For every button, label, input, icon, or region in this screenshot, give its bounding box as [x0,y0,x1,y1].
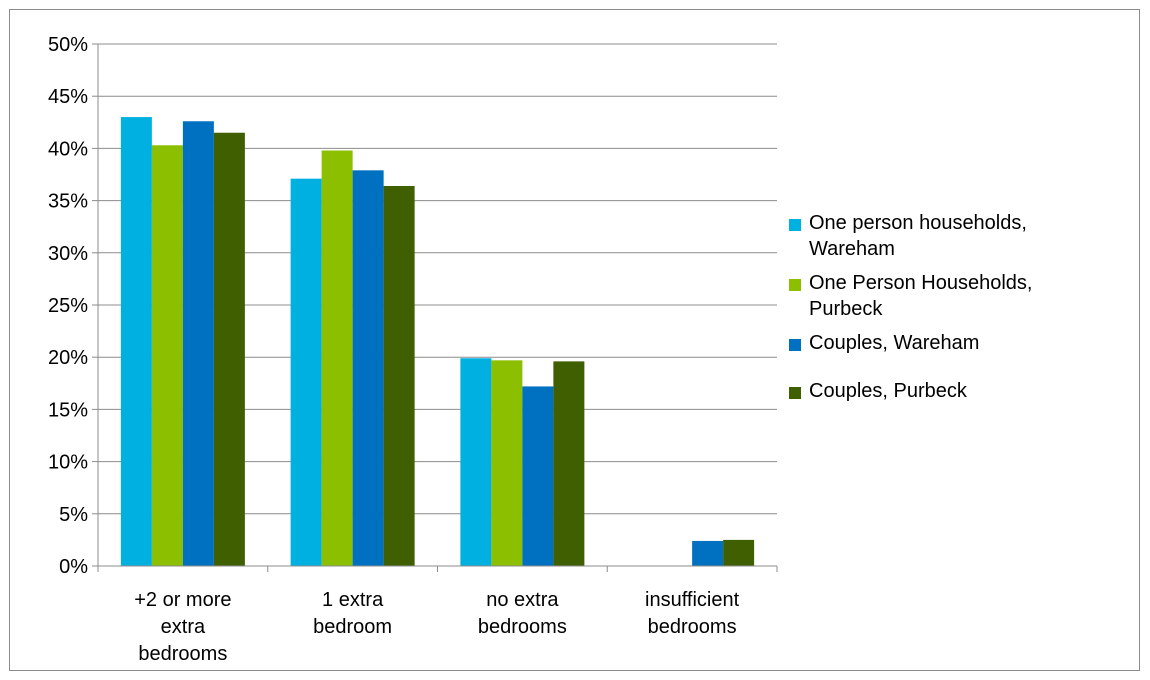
y-tick-label: 25% [48,295,88,317]
legend-swatch [789,219,801,231]
bar [352,170,384,566]
x-tick-label: insufficient bedrooms [645,589,740,638]
y-tick-label: 30% [48,243,88,265]
bar [460,358,492,566]
bar [522,386,554,566]
legend-label: Couples, Wareham [809,332,980,354]
legend-item: Couples, Wareham [785,330,979,356]
x-tick-label: 1 extra bedroom [313,589,392,638]
legend-item: One person households, Wareham [785,210,1027,262]
legend-item: Couples, Purbeck [785,378,967,404]
legend-label: Wareham [809,238,895,260]
bar [692,540,724,566]
bar [321,150,353,566]
bar [491,360,523,566]
y-tick-label: 50% [48,34,88,56]
legend-swatch [789,279,801,291]
x-tick-labels: +2 or more extra bedrooms 1 extra bedroom no … [134,589,739,665]
bars [120,117,755,567]
bar [151,145,183,566]
legend-label: Purbeck [809,298,883,320]
legend-label: One person households, [809,212,1027,234]
legend-label: One Person Households, [809,272,1033,294]
y-tick-label: 40% [48,138,88,160]
y-tick-label: 20% [48,347,88,369]
bar [213,132,245,567]
legend-label: Couples, Purbeck [809,380,967,402]
y-tick-label: 5% [59,504,88,526]
bar [182,121,214,567]
y-tick-label: 45% [48,86,88,108]
y-tick-label: 0% [59,556,88,578]
y-tick-labels: 0% 5% 10% 15% 20% 25% 30% 35% 40% 45% 50% [48,34,88,578]
y-tick-label: 10% [48,452,88,474]
bar [723,539,755,566]
legend-swatch [789,339,801,351]
legend-item: One Person Households, Purbeck [785,270,1032,322]
bar [383,185,415,566]
bar [553,361,585,566]
bar [120,117,152,566]
x-tick-label: +2 or more extra bedrooms [134,589,231,665]
bar [290,178,322,566]
y-tick-label: 15% [48,399,88,421]
legend-swatch [789,387,801,399]
axes [92,43,778,572]
y-tick-label: 35% [48,191,88,213]
x-tick-label: no extra bedrooms [478,589,567,638]
